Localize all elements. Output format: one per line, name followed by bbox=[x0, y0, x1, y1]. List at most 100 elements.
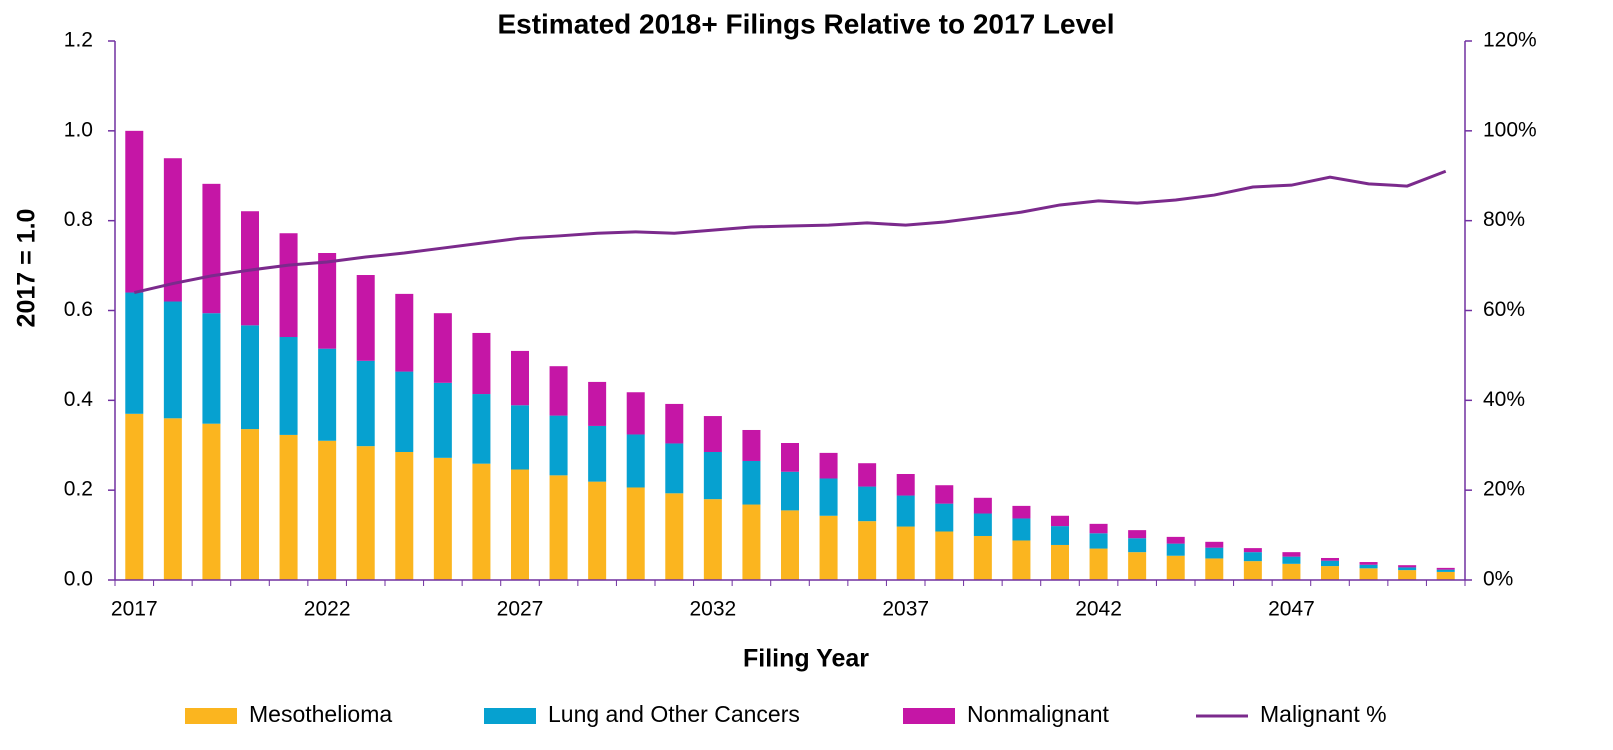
y2-tick-label: 100% bbox=[1483, 118, 1537, 141]
bar-segment bbox=[1282, 556, 1301, 564]
legend-swatch bbox=[484, 708, 536, 724]
bar-segment bbox=[703, 451, 722, 500]
bar-segment bbox=[202, 423, 221, 580]
bar-segment bbox=[935, 485, 954, 504]
bar-segment bbox=[1205, 541, 1224, 548]
bar-segment bbox=[703, 416, 722, 452]
bar-segment bbox=[395, 371, 414, 452]
bar-segment bbox=[781, 510, 799, 580]
bar-segment bbox=[1166, 555, 1185, 580]
y-tick-label: 0.8 bbox=[64, 208, 93, 231]
bar-segment bbox=[1166, 536, 1185, 544]
bar-segment bbox=[1398, 567, 1417, 571]
bar-segment bbox=[1436, 569, 1455, 572]
bar-segment bbox=[742, 460, 761, 505]
bar-segment bbox=[356, 275, 375, 361]
bar-segment bbox=[472, 332, 491, 395]
bar-segment bbox=[511, 405, 529, 470]
bar-segment bbox=[896, 495, 915, 527]
bar-segment bbox=[202, 313, 221, 424]
bar-segment bbox=[1012, 540, 1031, 580]
bar-segment bbox=[819, 452, 838, 479]
bar-segment bbox=[549, 366, 568, 416]
bar-segment bbox=[1321, 560, 1339, 567]
y-axis-title: 2017 = 1.0 bbox=[13, 209, 41, 328]
bar-segment bbox=[973, 497, 992, 514]
x-tick-label: 2027 bbox=[497, 598, 544, 621]
bar-segment bbox=[1243, 552, 1262, 562]
bar-segment bbox=[1436, 567, 1455, 570]
bar-segment bbox=[511, 350, 529, 406]
bar-segment bbox=[472, 394, 491, 464]
bar-segment bbox=[665, 493, 684, 580]
bar-segment bbox=[781, 471, 799, 511]
x-axis-title: Filing Year bbox=[743, 645, 869, 673]
y2-tick-label: 20% bbox=[1483, 478, 1525, 501]
bar-segment bbox=[1205, 547, 1224, 559]
x-tick-label: 2042 bbox=[1075, 598, 1122, 621]
bar-segment bbox=[819, 478, 838, 516]
y2-tick-label: 80% bbox=[1483, 208, 1525, 231]
x-tick-label: 2032 bbox=[689, 598, 736, 621]
y-tick-label: 0.2 bbox=[64, 478, 93, 501]
bar-segment bbox=[125, 292, 144, 414]
bar-segment bbox=[935, 503, 954, 532]
bar-segment bbox=[318, 440, 337, 580]
bar-segment bbox=[1282, 552, 1301, 557]
chart-title: Estimated 2018+ Filings Relative to 2017… bbox=[497, 8, 1114, 39]
bar-segment bbox=[1012, 505, 1031, 519]
bar-segment bbox=[626, 487, 645, 580]
bar-segment bbox=[896, 526, 915, 580]
bar-segment bbox=[125, 413, 144, 580]
bar-segment bbox=[588, 425, 607, 482]
x-tick-label: 2047 bbox=[1268, 598, 1315, 621]
bar-segment bbox=[125, 130, 144, 293]
bar-segment bbox=[1089, 548, 1108, 580]
bar-segment bbox=[665, 403, 684, 444]
bar-segment bbox=[1128, 530, 1147, 539]
bar-segment bbox=[1166, 543, 1185, 556]
y-tick-label: 0.0 bbox=[64, 568, 93, 591]
bar-segment bbox=[588, 381, 607, 426]
y-tick-label: 1.2 bbox=[64, 29, 93, 52]
y2-tick-label: 40% bbox=[1483, 388, 1525, 411]
bar-segment bbox=[1051, 515, 1069, 527]
bar-segment bbox=[781, 443, 799, 472]
bar-segment bbox=[356, 446, 375, 580]
x-tick-label: 2017 bbox=[111, 598, 158, 621]
bar-segment bbox=[395, 451, 414, 580]
bar-segment bbox=[1051, 526, 1069, 545]
y-tick-label: 0.6 bbox=[64, 298, 93, 321]
bar-segment bbox=[1089, 523, 1108, 534]
y2-tick-label: 0% bbox=[1483, 568, 1513, 591]
bar-segment bbox=[1089, 533, 1108, 549]
bar-segment bbox=[511, 469, 529, 580]
bar-segment bbox=[241, 429, 259, 580]
bar-segment bbox=[973, 513, 992, 536]
bar-segment bbox=[241, 325, 259, 430]
bar-segment bbox=[1282, 563, 1301, 580]
bar-segment bbox=[858, 521, 877, 580]
bar-segment bbox=[433, 313, 452, 383]
bar-segment bbox=[626, 434, 645, 488]
bar-segment bbox=[1243, 561, 1262, 580]
bar-segment bbox=[279, 434, 298, 580]
bar-segment bbox=[318, 253, 337, 349]
bar-segment bbox=[202, 183, 221, 314]
y2-tick-label: 120% bbox=[1483, 29, 1537, 52]
bar-segment bbox=[703, 499, 722, 580]
y2-tick-label: 60% bbox=[1483, 298, 1525, 321]
bar-segment bbox=[1398, 565, 1417, 568]
bar-segment bbox=[395, 293, 414, 372]
bar-segment bbox=[896, 473, 915, 496]
x-tick-label: 2037 bbox=[882, 598, 929, 621]
bar-segment bbox=[1359, 564, 1378, 569]
bar-segment bbox=[433, 382, 452, 458]
bar-segment bbox=[665, 443, 684, 494]
bar-segment bbox=[935, 531, 954, 580]
bar-segment bbox=[163, 158, 182, 302]
legend-label: Nonmalignant bbox=[967, 701, 1110, 727]
bar-segment bbox=[163, 301, 182, 419]
y-tick-label: 0.4 bbox=[64, 388, 94, 411]
bar-segment bbox=[433, 457, 452, 580]
